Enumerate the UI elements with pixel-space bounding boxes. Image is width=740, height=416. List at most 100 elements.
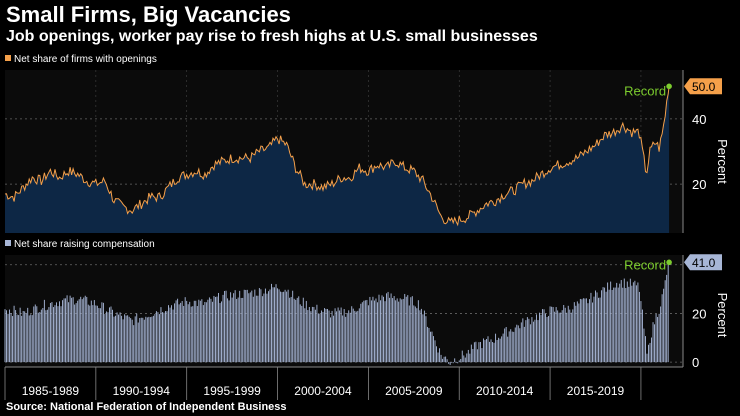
compensation-bar — [452, 362, 454, 364]
compensation-bar — [526, 317, 528, 363]
compensation-bar — [48, 307, 50, 363]
compensation-bar — [333, 315, 335, 363]
compensation-bar — [248, 293, 250, 363]
compensation-bar — [131, 319, 133, 363]
compensation-bar — [396, 298, 398, 363]
compensation-bar — [601, 290, 603, 363]
compensation-bar — [433, 336, 434, 363]
compensation-bar — [187, 304, 189, 363]
compensation-bar — [10, 313, 12, 363]
compensation-bar — [299, 304, 301, 363]
compensation-bar — [127, 315, 129, 363]
compensation-legend-label: Net share raising compensation — [14, 239, 155, 250]
compensation-bar — [482, 338, 484, 363]
compensation-bar — [325, 308, 327, 363]
compensation-bar — [461, 350, 463, 363]
compensation-bar — [166, 311, 168, 363]
compensation-bar — [261, 296, 263, 363]
compensation-bar — [623, 278, 625, 363]
compensation-bar — [422, 314, 424, 363]
compensation-bar — [152, 315, 154, 363]
compensation-bar — [360, 303, 362, 363]
compensation-bar — [525, 320, 527, 363]
compensation-bar — [293, 298, 295, 363]
compensation-bar — [466, 353, 468, 363]
openings-record-annotation: Record — [624, 83, 666, 98]
compensation-bar — [246, 289, 248, 363]
compensation-bar — [236, 298, 238, 363]
compensation-bar — [608, 289, 610, 363]
compensation-bar — [637, 282, 639, 363]
openings-y-axis-label: Percent — [715, 139, 730, 184]
compensation-bar — [295, 299, 297, 363]
compensation-bar — [208, 297, 210, 363]
compensation-bar — [311, 306, 313, 363]
openings-value-label: 50.0 — [692, 80, 716, 94]
compensation-bar — [237, 297, 239, 363]
compensation-bar — [145, 316, 147, 363]
compensation-bar — [109, 307, 110, 363]
compensation-bar — [667, 262, 669, 363]
compensation-bar — [564, 307, 566, 363]
compensation-bar — [454, 358, 456, 363]
compensation-bar — [113, 316, 115, 363]
openings-y-tick-label: 40 — [692, 112, 706, 127]
compensation-bar — [381, 295, 383, 363]
compensation-bar — [425, 316, 427, 363]
compensation-bar — [280, 291, 282, 363]
compensation-bar — [595, 290, 596, 363]
compensation-bar — [532, 321, 534, 363]
compensation-bar — [507, 336, 509, 363]
compensation-bar — [125, 315, 127, 363]
compensation-bar — [555, 307, 557, 363]
compensation-bar — [99, 308, 101, 363]
compensation-bar — [404, 293, 406, 363]
compensation-bar — [75, 303, 77, 363]
compensation-bar — [339, 310, 341, 363]
compensation-bar — [529, 324, 531, 363]
compensation-bar — [426, 326, 428, 363]
compensation-bar — [469, 353, 471, 363]
compensation-bar — [289, 297, 291, 363]
compensation-bar — [155, 311, 157, 363]
compensation-bar — [596, 292, 598, 363]
compensation-bar — [168, 305, 169, 363]
compensation-bar — [174, 303, 176, 363]
compensation-bar — [330, 317, 332, 363]
compensation-bar — [301, 305, 303, 363]
compensation-bar — [178, 304, 180, 363]
compensation-bar — [328, 310, 330, 363]
compensation-bar — [479, 341, 481, 363]
compensation-bar — [495, 333, 497, 363]
compensation-bar — [87, 304, 89, 363]
compensation-bar — [502, 333, 504, 363]
compensation-bar — [434, 340, 436, 363]
compensation-bar — [65, 298, 67, 363]
compensation-bar — [119, 312, 121, 363]
compensation-bar — [402, 298, 404, 363]
compensation-bar — [310, 311, 312, 363]
compensation-bar — [260, 289, 262, 363]
compensation-bar — [625, 288, 627, 363]
compensation-bar — [149, 317, 151, 363]
compensation-bar — [9, 309, 11, 363]
compensation-bar — [136, 313, 138, 363]
compensation-bar — [539, 312, 540, 363]
compensation-bar — [545, 313, 547, 363]
compensation-bar — [448, 362, 450, 364]
compensation-bar — [626, 281, 628, 363]
compensation-bar — [604, 287, 606, 363]
compensation-bar — [661, 294, 663, 363]
compensation-bar — [13, 305, 15, 363]
compensation-bar — [305, 300, 307, 363]
compensation-bar — [27, 307, 29, 363]
compensation-bar — [646, 353, 648, 363]
compensation-bar — [640, 301, 642, 363]
compensation-bar — [128, 316, 130, 363]
compensation-bar — [460, 358, 462, 363]
compensation-bar — [377, 302, 378, 363]
compensation-bar — [205, 302, 207, 363]
compensation-bar — [12, 316, 14, 363]
compensation-bar — [84, 295, 86, 363]
